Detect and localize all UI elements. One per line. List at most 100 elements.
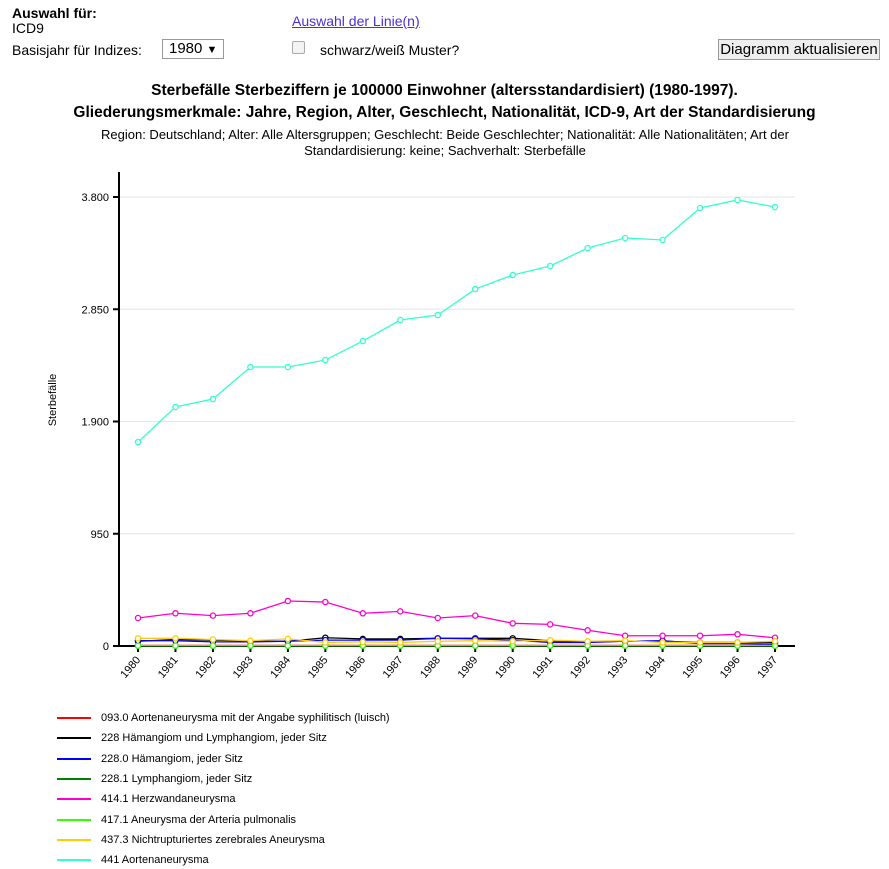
data-point	[434, 311, 442, 319]
legend-item: 417.1 Aneurysma der Arteria pulmonalis	[57, 814, 296, 826]
data-point	[209, 612, 217, 619]
data-point	[659, 632, 666, 639]
legend-swatch	[57, 717, 91, 720]
data-point	[247, 637, 254, 644]
data-point	[471, 612, 479, 619]
y-tick-label: 950	[91, 529, 109, 541]
legend-label: 437.3 Nichtrupturiertes zerebrales Aneur…	[101, 833, 325, 846]
legend-label: 228.0 Hämangiom, jeder Sitz	[101, 752, 243, 765]
data-point	[397, 608, 404, 615]
legend-swatch	[57, 818, 91, 821]
data-point	[546, 636, 554, 644]
data-point	[621, 637, 629, 644]
data-point	[397, 316, 404, 324]
x-tick-label: 1988	[418, 654, 443, 680]
y-tick-label: 3.800	[81, 192, 109, 204]
data-point	[172, 635, 179, 642]
legend-swatch	[57, 777, 91, 780]
data-point	[621, 234, 629, 242]
x-tick-label: 1995	[680, 654, 705, 680]
auswahl-label: Auswahl für:	[12, 5, 97, 21]
data-point	[509, 620, 516, 627]
bw-checkbox[interactable]	[292, 41, 305, 54]
data-point	[134, 635, 142, 642]
legend-swatch	[57, 737, 91, 740]
data-point	[284, 363, 292, 371]
data-point	[172, 642, 179, 649]
data-point	[209, 636, 217, 643]
series-line	[137, 600, 776, 639]
basisjahr-select[interactable]: 1980 ▼	[162, 39, 224, 59]
auswahl-linie-link[interactable]: Auswahl der Linie(n)	[292, 13, 420, 29]
data-point	[734, 196, 741, 204]
data-point	[696, 204, 704, 212]
series-line	[138, 637, 776, 645]
basisjahr-label: Basisjahr für Indizes:	[12, 42, 142, 58]
data-point	[322, 356, 329, 364]
legend-swatch	[57, 859, 91, 862]
legend-label: 414.1 Herzwandaneurysma	[101, 793, 236, 806]
data-point	[696, 632, 704, 639]
data-point	[359, 337, 367, 345]
data-point	[771, 203, 779, 211]
legend-label: 228 Hämangiom und Lymphangiom, jeder Sit…	[101, 732, 327, 745]
x-tick-label: 1984	[268, 654, 293, 680]
x-tick-label: 1980	[118, 654, 143, 680]
x-tick-label: 1994	[643, 654, 668, 680]
data-point	[471, 637, 479, 644]
data-point	[172, 610, 179, 617]
legend-item: 441 Aortenaneurysma	[57, 854, 209, 866]
data-point	[584, 244, 591, 252]
data-point	[284, 597, 292, 605]
x-tick-label: 1986	[343, 654, 368, 680]
y-axis-label: Sterbefälle	[47, 374, 59, 427]
legend-label: 441 Aortenaneurysma	[101, 854, 209, 867]
legend-swatch	[57, 838, 91, 841]
series-line	[138, 637, 776, 644]
x-tick-label: 1987	[381, 654, 406, 680]
x-tick-label: 1981	[156, 654, 181, 680]
x-tick-label: 1997	[755, 654, 780, 680]
dropdown-arrow-icon: ▼	[206, 44, 218, 56]
legend-swatch	[57, 757, 91, 760]
data-point	[546, 642, 554, 649]
data-point	[471, 285, 479, 293]
y-tick-label: 0	[103, 641, 109, 653]
data-point	[659, 236, 666, 244]
data-point	[134, 614, 142, 622]
x-tick-label: 1990	[493, 654, 518, 680]
data-point	[134, 438, 142, 446]
data-point	[771, 638, 779, 645]
legend-label: 417.1 Aneurysma der Arteria pulmonalis	[101, 813, 297, 826]
x-tick-label: 1989	[456, 654, 481, 680]
series-line	[137, 199, 776, 443]
data-point	[209, 395, 217, 403]
chart-description: Region: Deutschland; Alter: Alle Altersg…	[101, 127, 789, 158]
data-point	[134, 642, 142, 649]
data-point	[509, 638, 516, 645]
data-point	[359, 610, 367, 617]
legend-label: 093.0 Aortenaneurysma mit der Angabe syp…	[101, 712, 390, 724]
data-point	[434, 614, 442, 622]
legend-swatch	[57, 798, 91, 801]
data-point	[696, 639, 704, 646]
data-point	[322, 639, 329, 646]
x-tick-label: 1996	[718, 654, 743, 680]
legend-item: 093.0 Aortenaneurysma mit der Angabe syp…	[57, 712, 390, 724]
data-point	[172, 403, 179, 411]
data-point	[284, 635, 292, 643]
y-tick-label: 1.900	[81, 417, 109, 429]
data-point	[734, 639, 741, 646]
legend-item: 228.1 Lymphangiom, jeder Sitz	[57, 773, 252, 785]
data-point	[546, 262, 554, 270]
x-tick-label: 1992	[568, 654, 593, 680]
data-point	[509, 271, 516, 279]
y-tick-label: 2.850	[81, 304, 109, 316]
chart-subtitle: Gliederungsmerkmale: Jahre, Region, Alte…	[73, 104, 816, 121]
x-tick-label: 1985	[306, 654, 331, 680]
data-point	[546, 621, 554, 628]
data-point	[584, 627, 591, 634]
x-tick-label: 1983	[231, 654, 256, 680]
update-chart-button[interactable]: Diagramm aktualisieren	[718, 39, 880, 60]
